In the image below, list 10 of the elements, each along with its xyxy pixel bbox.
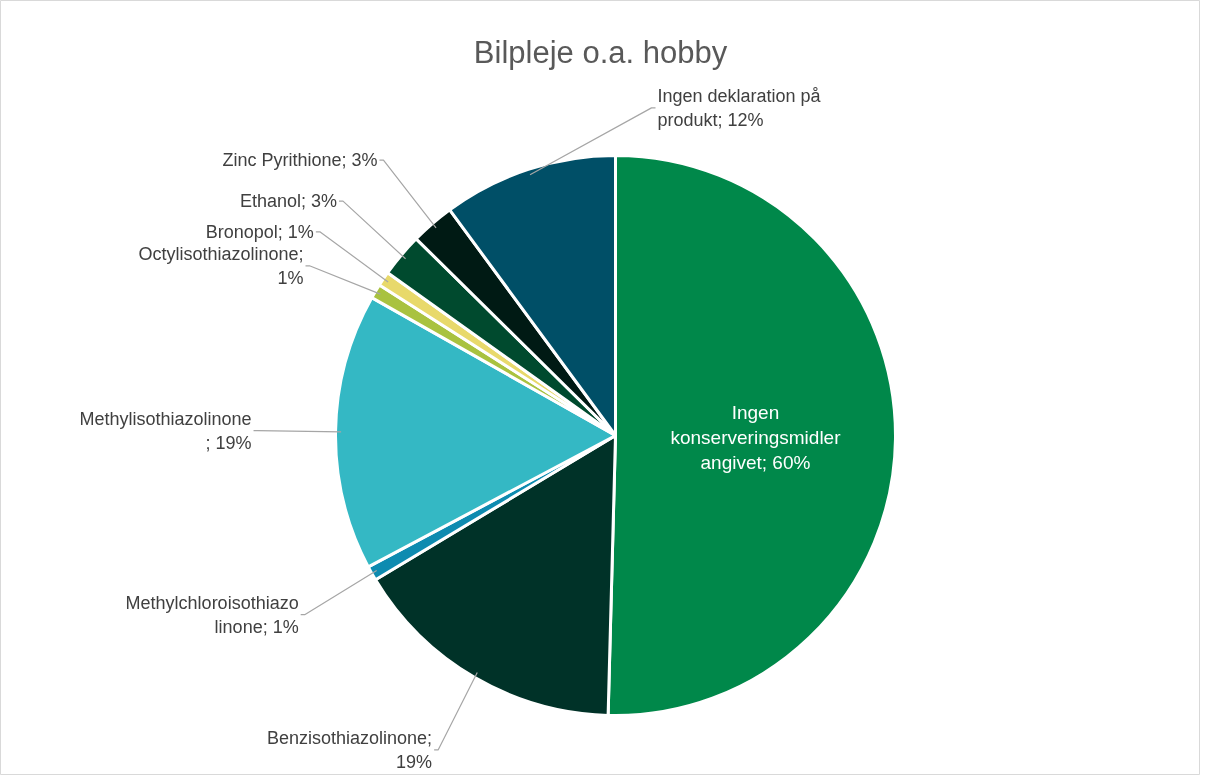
slice-label: Methylchloroisothiazolinone; 1% bbox=[125, 592, 299, 637]
slice-label: Ethanol; 3% bbox=[239, 191, 338, 212]
slice-label: Octylisothiazolinone; 1% bbox=[138, 243, 304, 288]
slice-label: Methylisothiazolinone; 19% bbox=[79, 408, 252, 453]
slice-label: Ingen deklaration på produkt; 12% bbox=[657, 85, 822, 130]
slice-label: Benzisothiazolinone; 19% bbox=[267, 727, 433, 772]
slice-label: Bronopol; 1% bbox=[205, 221, 314, 242]
chart-title: Bilpleje o.a. hobby bbox=[473, 35, 728, 70]
slice-label: Ingen konserveringsmidler angivet; 60% bbox=[670, 401, 842, 474]
slice-label: Zinc Pyrithione; 3% bbox=[222, 150, 378, 171]
